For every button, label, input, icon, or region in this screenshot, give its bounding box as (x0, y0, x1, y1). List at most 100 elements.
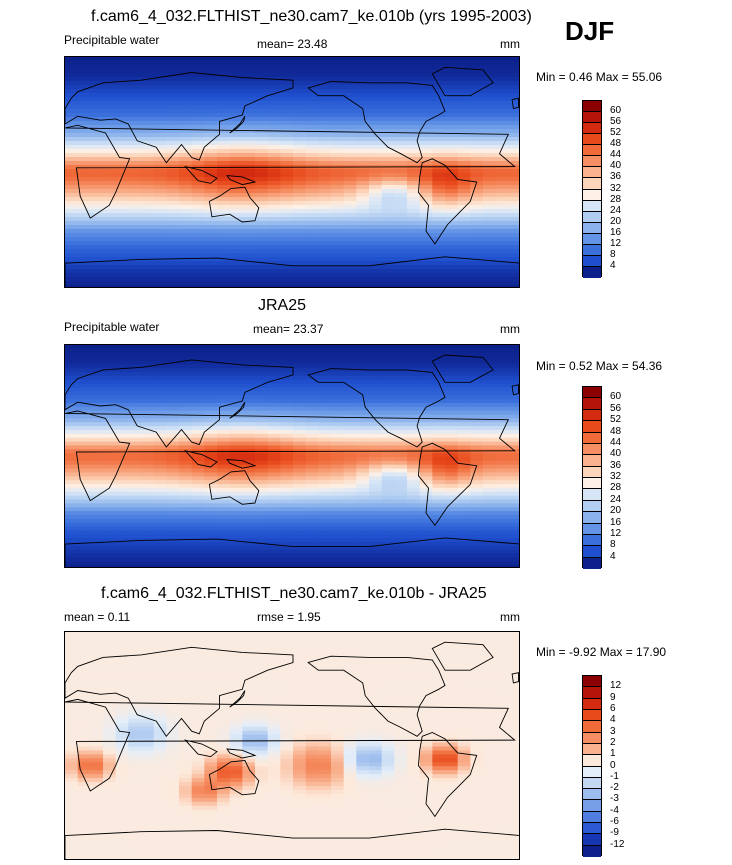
field-cell (179, 249, 193, 254)
field-cell (343, 503, 357, 508)
field-cell (445, 356, 459, 362)
field-cell (293, 109, 307, 114)
field-cell (242, 356, 256, 362)
field-cell (103, 472, 117, 477)
field-cell (318, 221, 332, 226)
field-cell (331, 659, 345, 665)
field-cell (432, 185, 446, 190)
field-cell (153, 691, 167, 696)
field-cell (432, 464, 446, 470)
field-cell (153, 683, 167, 688)
field-cell (255, 561, 269, 566)
field-cell (191, 391, 205, 396)
field-cell (179, 707, 193, 712)
field-cell (267, 352, 281, 358)
field-cell (179, 387, 193, 392)
field-cell (305, 565, 319, 567)
field-cell (356, 209, 370, 214)
field-cell (457, 105, 471, 110)
field-cell (191, 426, 205, 431)
field-cell (242, 429, 256, 435)
field-cell (65, 61, 79, 66)
field-cell (457, 643, 471, 649)
field-cell (191, 632, 205, 637)
field-cell (483, 406, 497, 412)
field-cell (419, 285, 433, 287)
field-cell (343, 109, 357, 114)
field-cell (217, 671, 231, 677)
field-cell (191, 345, 205, 350)
field-cell (141, 197, 155, 202)
field-cell (229, 269, 243, 274)
field-cell (90, 281, 104, 286)
field-cell (508, 125, 519, 130)
field-cell (217, 77, 231, 82)
field-cell (432, 522, 446, 528)
field-cell (115, 639, 129, 645)
field-cell (331, 639, 345, 645)
field-cell (432, 530, 446, 535)
field-cell (280, 433, 294, 439)
field-cell (445, 352, 459, 358)
colorbar-tick-label: 20 (610, 215, 622, 227)
field-cell (242, 241, 256, 246)
field-cell (470, 632, 484, 637)
colorbar-swatch (583, 211, 601, 223)
field-cell (407, 514, 421, 520)
field-cell (394, 460, 408, 466)
field-cell (77, 281, 91, 286)
field-cell (508, 193, 519, 198)
field-cell (153, 157, 167, 162)
field-cell (217, 530, 231, 535)
field-cell (407, 491, 421, 497)
field-cell (369, 379, 383, 385)
field-cell (77, 364, 91, 369)
field-cell (77, 632, 91, 637)
field-cell (128, 129, 142, 134)
field-cell (483, 433, 497, 439)
field-cell (432, 173, 446, 178)
field-cell (191, 229, 205, 234)
field-cell (381, 348, 395, 354)
field-cell (318, 410, 332, 416)
field-cell (470, 495, 484, 501)
field-cell (166, 457, 180, 462)
field-cell (166, 410, 180, 416)
field-cell (191, 145, 205, 150)
field-cell (432, 679, 446, 684)
field-cell (141, 553, 155, 559)
field-cell (305, 109, 319, 114)
field-cell (419, 391, 433, 396)
field-cell (267, 687, 281, 692)
field-cell (331, 472, 345, 477)
field-cell (419, 635, 433, 641)
field-cell (407, 534, 421, 539)
field-cell (267, 105, 281, 110)
field-cell (179, 109, 193, 114)
field-cell (267, 468, 281, 474)
field-cell (483, 105, 497, 110)
field-cell (267, 632, 281, 637)
field-cell (305, 655, 319, 661)
field-cell (508, 511, 519, 516)
field-cell (191, 173, 205, 178)
field-cell (229, 209, 243, 214)
field-cell (191, 643, 205, 649)
field-cell (115, 273, 129, 278)
field-cell (432, 233, 446, 238)
field-cell (90, 541, 104, 547)
field-cell (90, 383, 104, 389)
field-cell (407, 69, 421, 74)
field-cell (128, 406, 142, 412)
field-cell (217, 105, 231, 110)
field-cell (153, 703, 167, 708)
field-cell (293, 663, 307, 669)
field-cell (255, 57, 269, 62)
field-cell (508, 530, 519, 535)
field-cell (483, 149, 497, 154)
field-cell (77, 237, 91, 242)
field-cell (179, 464, 193, 470)
field-cell (179, 69, 193, 74)
field-cell (356, 149, 370, 154)
field-cell (394, 491, 408, 497)
